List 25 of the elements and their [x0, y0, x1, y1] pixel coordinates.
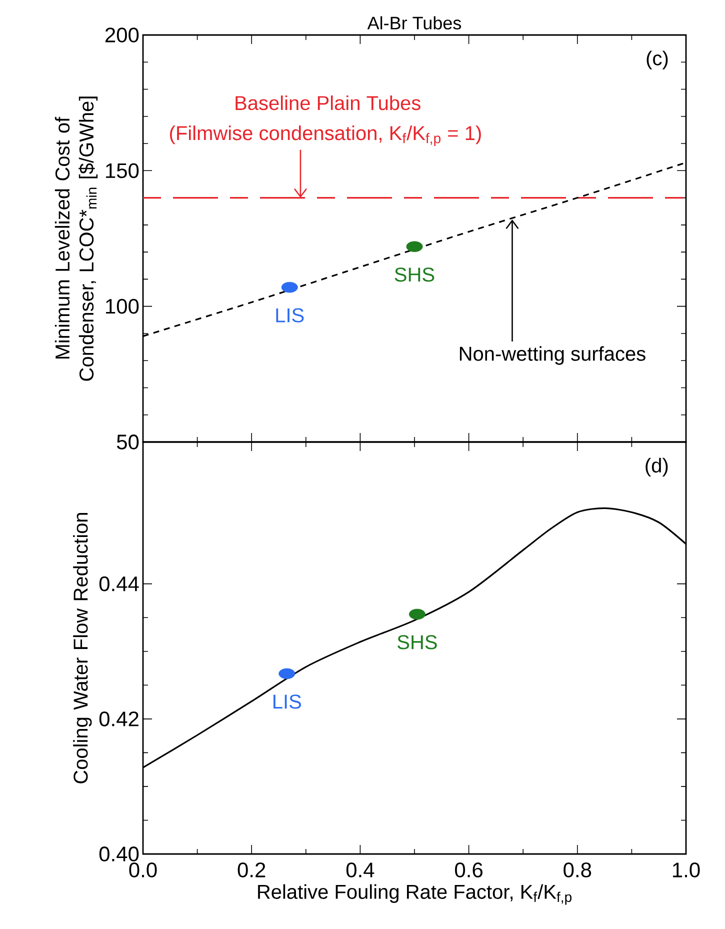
x-tick-label: 0.2 — [238, 862, 266, 878]
y-tick-label: 150 — [106, 163, 139, 178]
y-tick-label: 200 — [105, 28, 139, 42]
y-tick-label: 0.44 — [99, 576, 139, 592]
series-label: SHS — [394, 268, 434, 282]
y-tick-label: 100 — [106, 298, 139, 314]
annotation: (c) — [646, 50, 668, 70]
y-axis-title: Cooling Water Flow Reduction — [73, 513, 92, 784]
annotation: (Filmwise condensation, K$_{f}$/K$_{f,p}$ = 1) — [170, 126, 481, 146]
series-label: LIS — [274, 694, 301, 709]
x-tick-label: 1.0 — [673, 862, 700, 878]
x-axis-title: Relative Fouling Rate Factor, K$_{f}$/K$_{f,p}$ — [258, 884, 572, 905]
series-label: SHS — [398, 635, 437, 650]
x-tick-label: 0.4 — [346, 862, 374, 878]
x-tick-label: 0.8 — [564, 862, 592, 878]
y-tick-label: 50 — [116, 434, 139, 450]
chart-title: Al-Br Tubes — [367, 16, 462, 30]
annotation: Non-wetting surfaces — [460, 346, 646, 365]
annotation: (d) — [646, 458, 668, 477]
y-tick-label: 0.40 — [99, 846, 139, 862]
ref-line-label: Baseline Plain Tubes — [236, 95, 420, 110]
x-tick-label: 0.6 — [455, 862, 482, 878]
x-tick-label: 0.0 — [129, 862, 157, 878]
series-label: LIS — [276, 308, 304, 322]
y-tick-label: 0.42 — [99, 711, 138, 726]
